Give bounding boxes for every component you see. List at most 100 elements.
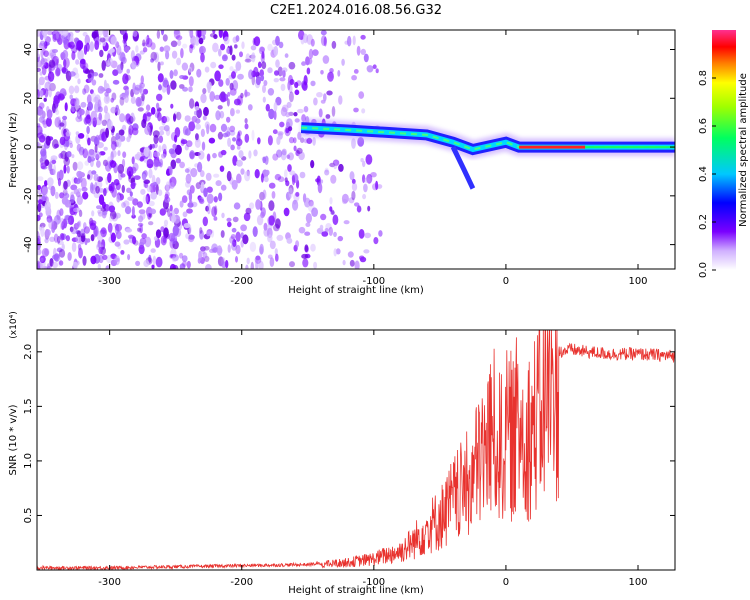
noise-speckle — [72, 161, 78, 171]
noise-speckles — [37, 30, 383, 269]
noise-speckle — [115, 223, 123, 232]
noise-speckle — [59, 136, 66, 146]
noise-speckle — [165, 181, 170, 191]
noise-speckle — [109, 210, 117, 220]
noise-speckle — [93, 173, 99, 182]
noise-speckle — [158, 135, 164, 143]
noise-speckle — [39, 89, 44, 98]
y-tick-label: 2.0 — [23, 344, 34, 360]
noise-speckle — [249, 241, 257, 252]
noise-speckle — [40, 151, 47, 162]
noise-speckle — [218, 48, 222, 57]
noise-speckle — [132, 30, 138, 37]
noise-speckle — [82, 255, 87, 266]
noise-speckle — [267, 215, 275, 226]
noise-speckle — [164, 193, 169, 200]
noise-speckle — [91, 170, 97, 175]
noise-speckle — [81, 187, 88, 192]
noise-speckle — [208, 137, 216, 144]
noise-speckle — [157, 112, 162, 122]
noise-speckle — [87, 174, 91, 180]
noise-speckle — [316, 92, 323, 98]
noise-speckle — [142, 194, 149, 204]
noise-speckle — [260, 173, 264, 183]
noise-speckle — [291, 174, 296, 186]
noise-speckle — [203, 187, 208, 198]
noise-speckle — [98, 30, 104, 36]
noise-speckle — [206, 193, 214, 204]
noise-speckle — [104, 91, 109, 97]
noise-speckle — [83, 117, 89, 125]
noise-speckle — [45, 229, 51, 237]
noise-speckle — [38, 102, 45, 109]
noise-speckle — [61, 128, 65, 137]
noise-speckle — [247, 104, 253, 111]
noise-speckle — [131, 60, 137, 70]
x-tick-label: 100 — [628, 577, 647, 588]
noise-speckle — [130, 96, 136, 104]
noise-speckle — [286, 101, 292, 108]
noise-speckle — [90, 255, 97, 265]
noise-speckle — [373, 237, 379, 245]
noise-speckle — [87, 137, 91, 146]
noise-speckle — [109, 48, 115, 53]
noise-speckle — [99, 49, 104, 58]
noise-speckle — [65, 235, 70, 242]
noise-speckle — [215, 110, 221, 121]
noise-speckle — [58, 260, 64, 266]
noise-speckle — [141, 118, 147, 129]
noise-speckle — [205, 205, 210, 212]
noise-speckle — [153, 236, 158, 241]
noise-speckle — [180, 138, 185, 147]
noise-speckle — [143, 259, 150, 268]
noise-speckle — [95, 185, 100, 194]
noise-speckle — [181, 195, 188, 204]
noise-speckle — [107, 120, 113, 131]
colorbar: 0.0 0.2 0.4 0.6 0.8 Normalized spectral ampl… — [698, 30, 749, 278]
noise-speckle — [143, 146, 150, 157]
noise-speckle — [333, 160, 338, 170]
noise-speckle — [56, 116, 62, 126]
noise-speckle — [76, 170, 83, 178]
noise-speckle — [82, 148, 89, 159]
x-tick-label: -300 — [98, 577, 121, 588]
noise-speckle — [230, 234, 236, 240]
noise-speckle — [203, 30, 207, 36]
noise-speckle — [233, 202, 241, 210]
noise-speckle — [48, 59, 56, 68]
noise-speckle — [210, 61, 217, 69]
y-tick-label: 40 — [23, 43, 34, 56]
noise-speckle — [64, 102, 68, 112]
noise-speckle — [71, 50, 76, 61]
noise-speckle — [141, 233, 147, 239]
colorbar-tick-label: 0.8 — [698, 70, 709, 86]
noise-speckle — [227, 221, 232, 228]
snr-background — [37, 330, 675, 570]
noise-speckle — [51, 224, 56, 234]
noise-speckle — [253, 66, 259, 77]
noise-speckle — [84, 34, 91, 46]
noise-speckle — [319, 224, 324, 230]
noise-speckle — [48, 87, 52, 98]
noise-speckle — [195, 182, 201, 190]
noise-speckle — [67, 215, 75, 226]
noise-speckle — [320, 70, 324, 75]
noise-speckle — [141, 93, 145, 102]
signal-trace — [300, 118, 675, 190]
noise-speckle — [69, 142, 73, 149]
noise-speckle — [273, 110, 277, 121]
noise-speckle — [365, 154, 373, 165]
noise-speckle — [175, 35, 183, 41]
noise-speckle — [310, 38, 315, 47]
noise-speckle — [71, 154, 75, 159]
top-y-axis-label: Frequency (Hz) — [8, 112, 19, 188]
noise-speckle — [37, 202, 42, 213]
noise-speckle — [229, 236, 235, 244]
noise-speckle — [170, 214, 176, 223]
noise-speckle — [205, 264, 212, 269]
noise-speckle — [337, 70, 341, 77]
noise-speckle — [324, 167, 329, 173]
noise-speckle — [162, 237, 167, 244]
noise-speckle — [150, 58, 155, 63]
noise-speckle — [74, 99, 80, 111]
